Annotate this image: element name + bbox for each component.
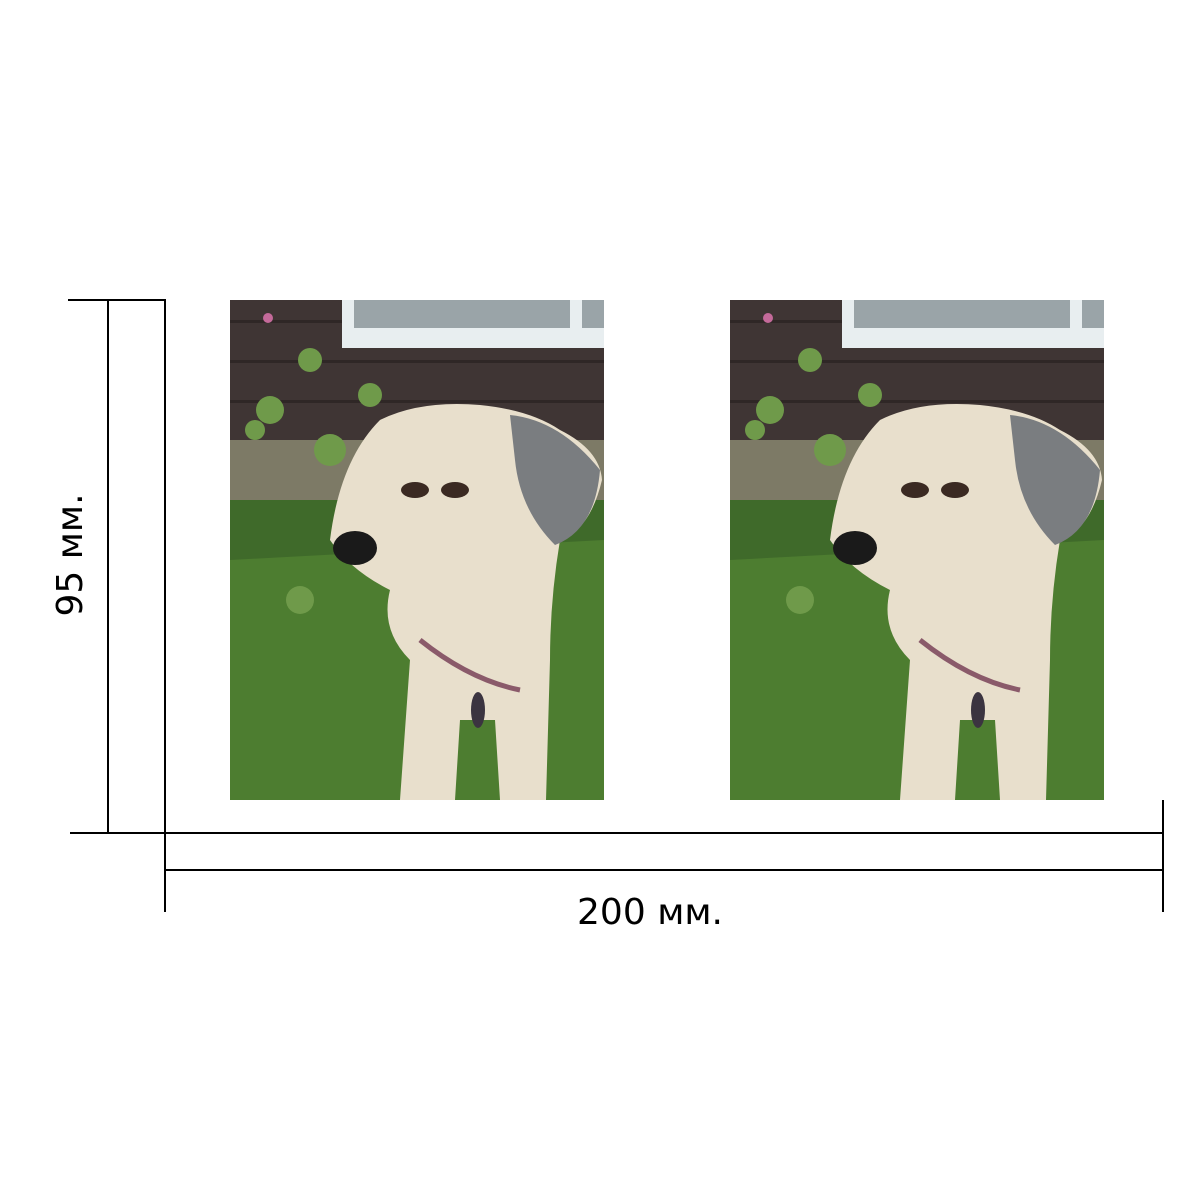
- height-label: 95 мм.: [50, 493, 91, 616]
- height-dimension: 95 мм.: [50, 299, 166, 834]
- photo: [230, 300, 604, 800]
- width-dimension: 200 мм.: [164, 800, 1164, 933]
- photo: [730, 300, 1104, 800]
- width-label: 200 мм.: [577, 892, 723, 933]
